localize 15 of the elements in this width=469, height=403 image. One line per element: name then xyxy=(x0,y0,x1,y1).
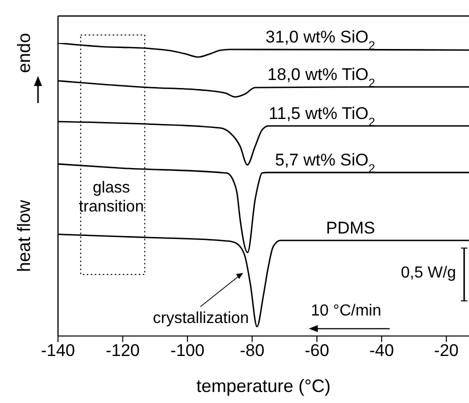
x-tick-label: -100 xyxy=(170,341,204,360)
x-tick-label: -140 xyxy=(40,341,76,360)
x-tick-label: -60 xyxy=(304,341,330,360)
annotation: 10 °C/min xyxy=(310,302,382,320)
x-tick-label: -40 xyxy=(369,341,394,360)
x-axis-title: temperature (°C) xyxy=(196,376,331,396)
annotation: 0,5 W/g xyxy=(400,264,456,282)
x-tick-label: -20 xyxy=(434,341,459,360)
x-tick-label: -80 xyxy=(240,341,264,360)
annotation: glass transition xyxy=(78,179,144,216)
x-tick-label: -120 xyxy=(106,341,140,360)
y-axis-title: heat flow xyxy=(14,198,34,272)
annotation: crystallization xyxy=(152,310,249,327)
series-label: PDMS xyxy=(326,218,376,238)
text: endo xyxy=(14,32,34,74)
